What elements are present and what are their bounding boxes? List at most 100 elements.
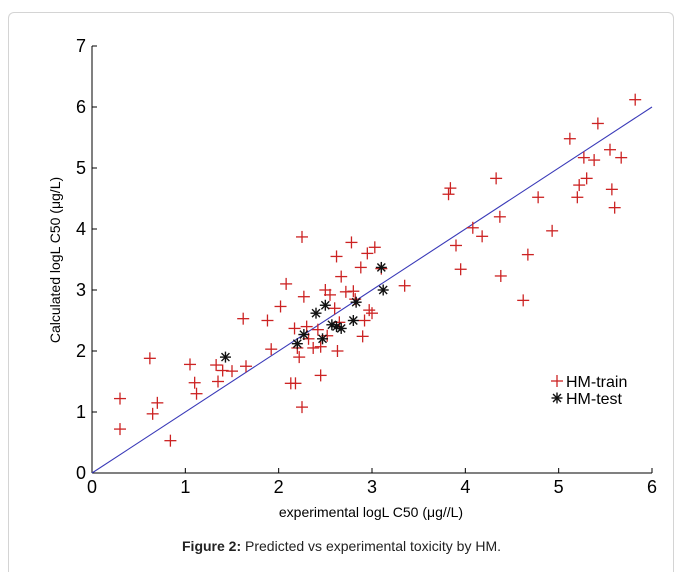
train-point [265, 343, 278, 356]
train-point [280, 277, 293, 290]
x-axis-label: experimental logL C50 (μg//L) [279, 504, 463, 520]
y-tick-label: 4 [76, 219, 86, 239]
train-point [345, 236, 358, 249]
train-point [328, 302, 341, 315]
train-point [314, 369, 327, 382]
train-point [517, 294, 530, 307]
train-point [571, 191, 584, 204]
train-point [476, 230, 489, 243]
test-point [331, 321, 343, 333]
train-point [293, 351, 306, 364]
star-stroke [351, 297, 361, 307]
star-stroke [221, 352, 230, 362]
train-point [573, 179, 586, 192]
test-point [335, 322, 347, 334]
train-point [398, 279, 411, 292]
train-point [210, 359, 223, 372]
star-stroke [311, 308, 321, 318]
train-point [164, 434, 177, 447]
train-point [604, 143, 616, 156]
fit-line-layer [91, 106, 653, 474]
train-point [629, 93, 642, 106]
train-point [184, 358, 196, 371]
train-point [114, 392, 126, 405]
star-stroke [376, 262, 386, 272]
train-point [615, 151, 628, 164]
star-stroke [332, 322, 341, 332]
train-point [494, 269, 507, 282]
train-point [274, 300, 287, 313]
train-point [356, 330, 369, 343]
train-point [314, 340, 327, 353]
train-point [588, 154, 601, 167]
test-point [310, 307, 322, 319]
train-point [577, 151, 590, 164]
train-point [146, 407, 159, 420]
x-tick-label: 6 [647, 477, 657, 497]
train-point [580, 172, 593, 185]
y-tick-label: 5 [76, 158, 86, 178]
fit-line [91, 106, 653, 474]
train-point [563, 132, 576, 145]
train-point [591, 117, 604, 130]
train-point [307, 341, 320, 354]
y-tick-label: 1 [76, 402, 86, 422]
train-point [466, 221, 479, 234]
train-point [358, 314, 371, 327]
y-tick-label: 0 [76, 463, 86, 483]
train-point [190, 387, 203, 400]
train-point [300, 320, 313, 333]
train-point [532, 191, 545, 204]
train-point [296, 230, 308, 243]
figure-caption-label: Figure 2: [182, 538, 242, 554]
train-point [226, 365, 238, 378]
star-stroke [552, 393, 562, 403]
x-tick-label: 0 [87, 477, 97, 497]
train-point [605, 183, 618, 196]
train-point [212, 375, 224, 388]
legend-label-test: HM-test [566, 391, 623, 408]
train-point [324, 288, 336, 301]
train-point [114, 423, 126, 436]
train-point [363, 304, 376, 317]
y-axis-label: Calculated logL C50 (μg/L) [47, 177, 63, 343]
train-point [442, 188, 455, 201]
test-point [317, 333, 329, 345]
data-points [114, 93, 642, 447]
y-tick-label: 6 [76, 97, 86, 117]
train-point [368, 241, 381, 254]
legend-marker-test [551, 392, 563, 404]
star-stroke [327, 320, 337, 330]
train-point [297, 290, 310, 303]
figure-caption: Figure 2: Predicted vs experimental toxi… [0, 538, 683, 554]
train-point [296, 401, 308, 414]
y-tick-label: 7 [76, 36, 86, 56]
figure-caption-text: Predicted vs experimental toxicity by HM… [241, 538, 501, 554]
train-point [151, 396, 164, 409]
test-point [219, 351, 231, 363]
test-point [347, 315, 359, 326]
x-tick-label: 5 [554, 477, 564, 497]
test-point [375, 261, 387, 273]
star-stroke [378, 285, 388, 295]
test-point [291, 338, 303, 350]
test-point [350, 296, 362, 308]
train-point [361, 247, 374, 260]
train-point [490, 172, 503, 185]
star-stroke [320, 300, 330, 310]
train-point [454, 263, 467, 276]
test-point [377, 284, 389, 296]
legend-label-train: HM-train [566, 374, 627, 391]
test-point [298, 329, 310, 341]
train-point [237, 312, 250, 325]
train-point [608, 201, 621, 214]
train-point [143, 352, 156, 365]
train-point [335, 270, 348, 283]
train-point [366, 307, 378, 320]
train-point [347, 285, 360, 298]
test-point [326, 319, 338, 331]
x-tick-label: 2 [274, 477, 284, 497]
train-point [444, 182, 457, 195]
train-point [493, 210, 506, 223]
